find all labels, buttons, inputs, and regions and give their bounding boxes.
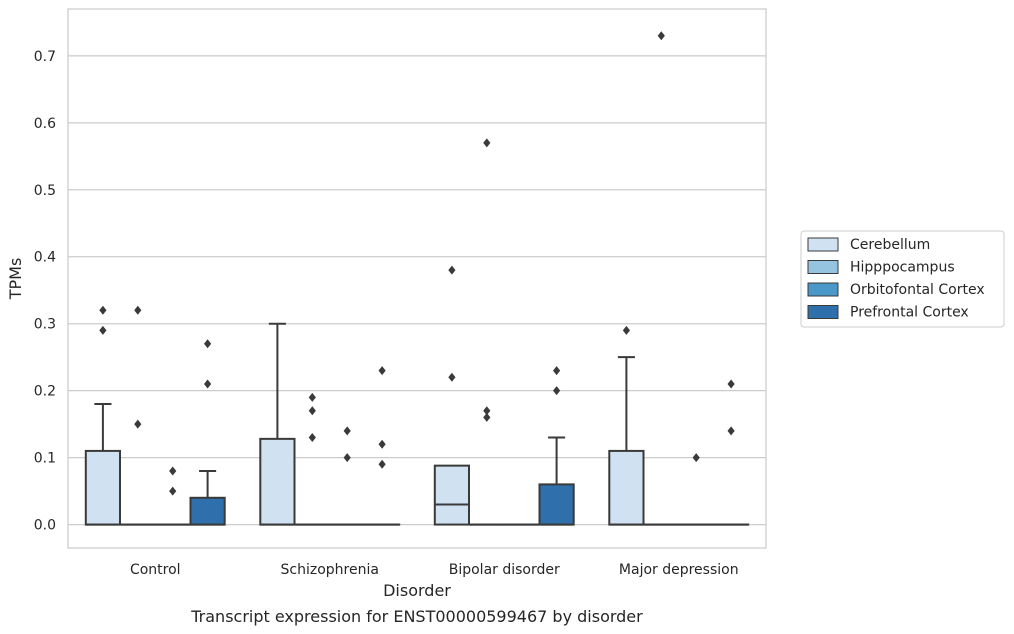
box-orbitofontal-cortex (678, 453, 715, 526)
legend-label: Prefrontal Cortex (850, 305, 969, 321)
box-orbitofontal-cortex (154, 466, 191, 526)
box (608, 449, 645, 526)
box-hipppocampus (643, 31, 680, 526)
outlier-point (378, 366, 386, 376)
box-prefrontal-cortex (189, 339, 226, 526)
box-cerebellum (259, 322, 296, 526)
y-tick-labels: 0.0 0.1 0.2 0.3 0.4 0.5 0.6 0.7 (34, 49, 56, 534)
chart-title: Transcript expression for ENST0000059946… (190, 607, 643, 626)
y-tick-label: 0.6 (34, 116, 56, 132)
outlier-point (99, 325, 107, 335)
outlier-point (99, 305, 107, 315)
outlier-point (483, 406, 491, 416)
y-tick-label: 0.0 (34, 518, 56, 534)
outlier-point (308, 392, 316, 402)
grid-lines (68, 55, 766, 526)
outlier-point (308, 406, 316, 416)
outlier-point (378, 439, 386, 449)
box (84, 449, 122, 526)
legend-swatch (807, 305, 839, 319)
box-orbitofontal-cortex (329, 426, 366, 526)
outlier-point (134, 419, 142, 429)
y-tick-label: 0.1 (34, 451, 56, 467)
box-prefrontal-cortex (363, 366, 401, 526)
outlier-point (553, 366, 561, 376)
y-tick-label: 0.7 (34, 49, 56, 65)
outlier-point (343, 426, 351, 436)
box (433, 464, 471, 526)
box-cerebellum (433, 265, 471, 526)
legend-label: Hipppocampus (850, 260, 955, 276)
box (538, 483, 575, 526)
y-tick-label: 0.4 (34, 250, 56, 266)
box-hipppocampus (119, 305, 156, 526)
outlier-point (169, 486, 177, 496)
y-axis-label: TPMs (6, 258, 25, 301)
legend-swatch (807, 260, 839, 274)
box-series (84, 31, 750, 526)
y-tick-label: 0.3 (34, 317, 56, 333)
y-tick-label: 0.5 (34, 183, 56, 199)
y-tick-label: 0.2 (34, 384, 56, 400)
outlier-point (448, 372, 456, 382)
outlier-point (169, 466, 177, 476)
legend-swatch (807, 237, 839, 252)
outlier-point (622, 325, 630, 335)
outlier-point (692, 453, 700, 463)
box-cerebellum (608, 325, 645, 526)
box-prefrontal-cortex (538, 366, 575, 526)
box-cerebellum (84, 305, 122, 526)
legend: Cerebellum Hipppocampus Orbitofontal Corte… (800, 230, 1005, 328)
outlier-point (308, 433, 316, 443)
outlier-point (727, 379, 735, 389)
x-axis-label: Disorder (383, 581, 451, 600)
legend-frame (800, 230, 1005, 328)
outlier-point (378, 459, 386, 469)
outlier-point (727, 426, 735, 436)
outlier-point (483, 412, 491, 422)
legend-label: Cerebellum (850, 237, 930, 253)
x-tick-label: Major depression (619, 562, 739, 578)
outlier-point (553, 386, 561, 396)
x-tick-labels: Control Schizophrenia Bipolar disorder Majo… (130, 562, 739, 578)
legend-swatch (807, 282, 839, 297)
outlier-point (448, 265, 456, 275)
plot-area-frame (67, 8, 767, 549)
outlier-point (483, 138, 491, 148)
x-tick-label: Schizophrenia (281, 562, 379, 578)
x-tick-label: Control (130, 562, 181, 578)
box (189, 496, 226, 526)
box (259, 437, 296, 526)
box-prefrontal-cortex (712, 379, 750, 526)
outlier-point (657, 31, 665, 41)
outlier-point (134, 305, 142, 315)
x-tick-label: Bipolar disorder (449, 562, 560, 578)
outlier-point (204, 339, 212, 349)
legend-label: Orbitofontal Cortex (850, 282, 985, 298)
box-hipppocampus (468, 138, 505, 526)
outlier-point (343, 453, 351, 463)
outlier-point (204, 379, 212, 389)
box-hipppocampus (294, 392, 331, 526)
